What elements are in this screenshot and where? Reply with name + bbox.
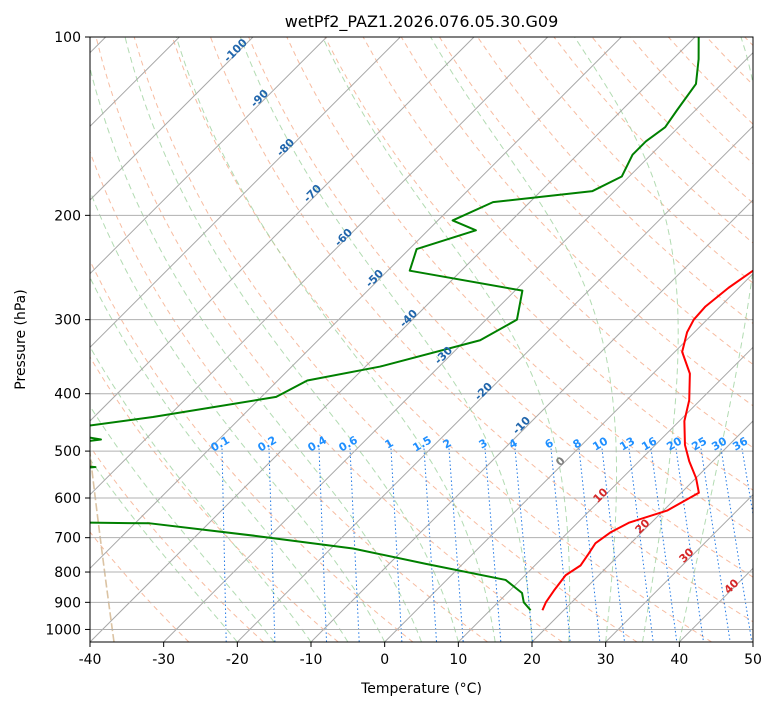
moist-adiabat-line bbox=[574, 37, 679, 642]
mixing-ratio-line bbox=[268, 448, 276, 642]
mixing-ratio-line bbox=[578, 448, 601, 642]
dewpoint-profile-line bbox=[90, 37, 700, 611]
dry-adiabat-line bbox=[400, 37, 753, 407]
dry-adiabat-line bbox=[133, 37, 638, 642]
x-tick-label: -20 bbox=[226, 652, 249, 668]
isotherm-line bbox=[90, 37, 622, 570]
dry-adiabat-line bbox=[439, 37, 753, 366]
y-tick-label: 100 bbox=[54, 30, 81, 46]
dry-adiabat-line bbox=[248, 37, 753, 578]
y-tick-label: 800 bbox=[54, 565, 81, 581]
mixing-ratio-line bbox=[628, 448, 654, 642]
isotherm-line bbox=[90, 37, 254, 201]
dry-adiabat-line bbox=[95, 37, 563, 642]
isotherm-line bbox=[90, 37, 549, 496]
moist-adiabat-line bbox=[678, 37, 753, 642]
mixing-ratio-line bbox=[601, 448, 625, 642]
mixing-ratio-line bbox=[318, 448, 328, 642]
dry-adiabat-line bbox=[210, 37, 753, 623]
mixing-ratio-line bbox=[514, 448, 534, 642]
moist-adiabat-line bbox=[90, 189, 386, 642]
moist-adiabat-line bbox=[430, 37, 618, 642]
mixing-ratio-line bbox=[675, 448, 704, 642]
moist-adiabat-line bbox=[90, 66, 422, 642]
mixing-ratio-line bbox=[720, 448, 753, 642]
moist-adiabat-line bbox=[175, 37, 496, 642]
isotherm-line bbox=[457, 346, 753, 642]
dry-adiabat-line bbox=[90, 531, 190, 642]
moist-adiabat-line bbox=[90, 458, 238, 642]
plot-frame bbox=[89, 36, 754, 643]
dry-adiabat-line bbox=[171, 37, 712, 642]
y-tick-label: 500 bbox=[54, 444, 81, 460]
y-tick-label: 700 bbox=[54, 531, 81, 547]
moist-adiabat-line bbox=[322, 37, 571, 642]
isotherm-line bbox=[90, 37, 696, 642]
x-tick-label: 50 bbox=[744, 652, 762, 668]
moist-adiabat-line bbox=[90, 276, 349, 642]
mixing-ratio-line bbox=[650, 448, 678, 642]
mixing-ratio-line bbox=[349, 448, 360, 642]
x-tick-label: -30 bbox=[152, 652, 175, 668]
isotherm-line bbox=[236, 125, 753, 642]
x-tick-label: -40 bbox=[79, 652, 102, 668]
y-tick-label: 900 bbox=[54, 595, 81, 611]
y-tick-label: 400 bbox=[54, 387, 81, 403]
x-tick-label: 0 bbox=[380, 652, 389, 668]
temperature-profile-line bbox=[541, 269, 753, 611]
mixing-ratio-line bbox=[700, 448, 731, 642]
x-tick-label: 40 bbox=[670, 652, 688, 668]
x-tick-label: -10 bbox=[300, 652, 323, 668]
y-tick-label: 600 bbox=[54, 491, 81, 507]
mixing-ratio-line bbox=[423, 448, 438, 642]
chart-title: wetPf2_PAZ1.2026.076.05.30.G09 bbox=[285, 12, 559, 32]
x-tick-label: 10 bbox=[449, 652, 467, 668]
mixing-ratio-line bbox=[448, 448, 464, 642]
reference-curve-line bbox=[90, 446, 115, 642]
isotherm-line bbox=[531, 420, 753, 642]
dry-adiabat-line bbox=[515, 37, 753, 284]
mixing-ratio-line bbox=[550, 448, 571, 642]
isotherm-line bbox=[90, 37, 475, 422]
moist-adiabat-line bbox=[124, 37, 459, 642]
isotherm-line bbox=[605, 493, 753, 642]
isotherm-line bbox=[90, 37, 401, 349]
isotherm-line bbox=[384, 272, 753, 642]
y-tick-label: 300 bbox=[54, 313, 81, 329]
dry-adiabat-line bbox=[90, 445, 264, 642]
plot-area bbox=[90, 37, 753, 642]
mixing-ratio-line bbox=[221, 448, 227, 642]
y-axis-title: Pressure (hPa) bbox=[13, 289, 29, 389]
isotherm-line bbox=[90, 37, 328, 275]
y-tick-label: 200 bbox=[54, 208, 81, 224]
mixing-ratio-line bbox=[484, 448, 502, 642]
moist-adiabat-line bbox=[90, 405, 275, 642]
x-axis-title: Temperature (°C) bbox=[360, 681, 482, 697]
dry-adiabat-line bbox=[90, 356, 339, 642]
isotherm-line bbox=[752, 641, 753, 642]
y-tick-label: 1000 bbox=[45, 622, 81, 638]
mixing-ratio-line bbox=[390, 448, 403, 642]
dry-adiabat-line bbox=[90, 150, 488, 642]
isotherm-line bbox=[310, 199, 753, 642]
isotherm-line bbox=[163, 51, 753, 642]
plot-layers bbox=[90, 37, 753, 642]
x-tick-label: 20 bbox=[523, 652, 541, 668]
mixing-ratio-line bbox=[741, 448, 753, 518]
x-tick-label: 30 bbox=[597, 652, 615, 668]
